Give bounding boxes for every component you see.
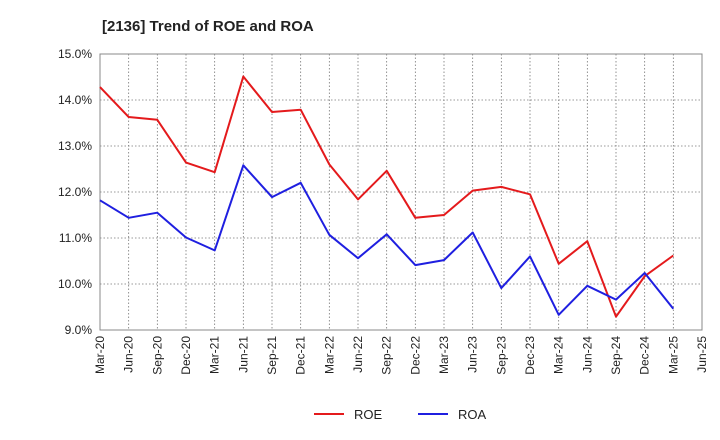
x-tick-label: Mar-22 [322, 336, 336, 374]
y-tick-label: 9.0% [65, 323, 93, 337]
x-tick-label: Dec-20 [179, 336, 193, 375]
x-tick-label: Jun-22 [351, 336, 365, 373]
x-axis-ticks: Mar-20 Jun-20 Sep-20 Dec-20 Mar-21 Jun-21 Sep-… [93, 336, 709, 375]
series-line-roa [99, 164, 675, 316]
x-tick-label: Jun-20 [122, 336, 136, 373]
x-tick-label: Sep-23 [494, 336, 508, 375]
x-tick-label: Dec-22 [408, 336, 422, 375]
y-tick-label: 10.0% [58, 277, 92, 291]
y-tick-label: 13.0% [58, 139, 92, 153]
legend-label-roa: ROA [458, 407, 487, 422]
x-tick-label: Jun-25 [695, 336, 709, 373]
x-tick-label: Dec-23 [523, 336, 537, 375]
legend: ROE ROA [314, 407, 487, 422]
x-tick-label: Dec-21 [294, 336, 308, 375]
x-tick-label: Mar-21 [208, 336, 222, 374]
x-tick-label: Mar-20 [93, 336, 107, 374]
chart-title: [2136] Trend of ROE and ROA [102, 18, 314, 35]
x-tick-label: Sep-20 [150, 336, 164, 375]
x-tick-label: Sep-21 [265, 336, 279, 375]
y-axis-ticks: 9.0% 10.0% 11.0% 12.0% 13.0% 14.0% 15.0% [58, 47, 92, 337]
x-tick-label: Sep-22 [380, 336, 394, 375]
y-tick-label: 15.0% [58, 47, 92, 61]
x-tick-label: Sep-24 [609, 336, 623, 375]
plot-area [99, 53, 703, 331]
x-tick-label: Jun-23 [466, 336, 480, 373]
grid-lines [100, 54, 702, 330]
series-lines [99, 75, 675, 318]
x-tick-label: Mar-23 [437, 336, 451, 374]
y-tick-label: 11.0% [59, 231, 92, 245]
y-tick-label: 14.0% [58, 93, 92, 107]
y-tick-label: 12.0% [58, 185, 92, 199]
legend-label-roe: ROE [354, 407, 383, 422]
x-tick-label: Jun-24 [580, 336, 594, 373]
x-tick-label: Mar-24 [552, 336, 566, 374]
series-line-roe [99, 75, 674, 318]
x-tick-label: Dec-24 [638, 336, 652, 375]
x-tick-label: Jun-21 [236, 336, 250, 373]
x-tick-label: Mar-25 [666, 336, 680, 374]
